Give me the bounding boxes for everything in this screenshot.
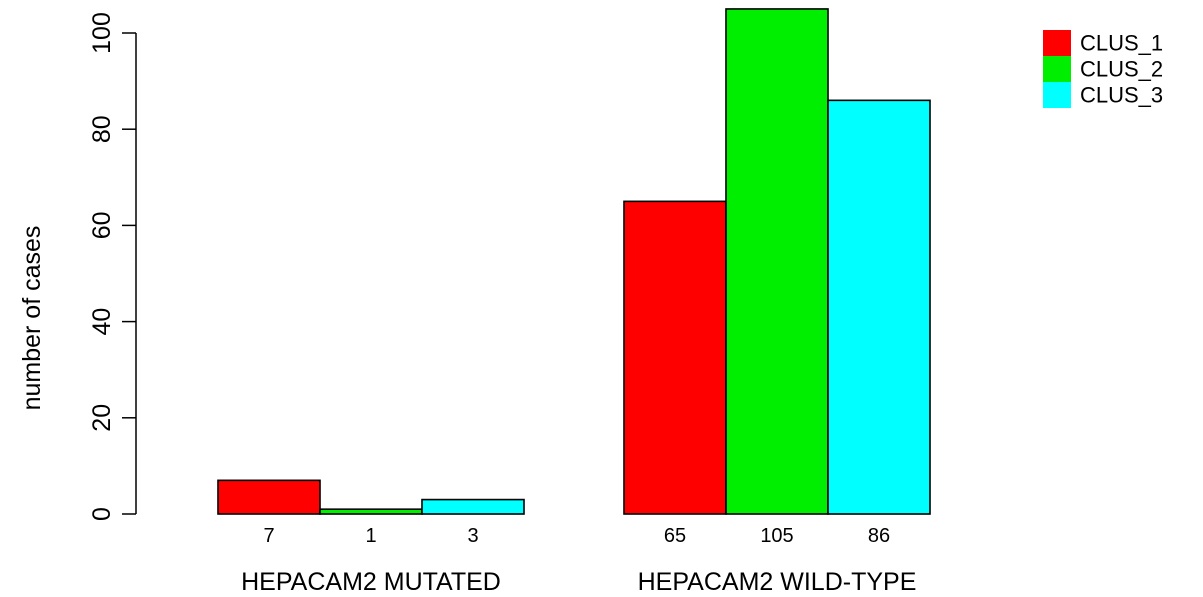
bar	[725, 8, 829, 515]
bar	[421, 498, 525, 515]
category-label: HEPACAM2 MUTATED	[241, 568, 501, 596]
y-tick-label: 80	[88, 115, 116, 143]
bar-value-label: 1	[365, 525, 376, 547]
bar	[319, 508, 423, 515]
bar-value-labels: 7 1 3 65 105 86	[263, 525, 890, 547]
category-labels: HEPACAM2 MUTATED HEPACAM2 WILD-TYPE	[241, 568, 916, 596]
legend-swatch	[1043, 82, 1071, 108]
bar-value-label: 105	[760, 525, 793, 547]
legend-label: CLUS_3	[1080, 83, 1163, 108]
bar-value-label: 86	[868, 525, 890, 547]
bar	[623, 200, 727, 515]
bar-value-label: 7	[263, 525, 274, 547]
y-tick-label: 0	[88, 507, 116, 521]
bars	[217, 8, 931, 515]
bar-value-label: 65	[664, 525, 686, 547]
y-tick-label: 20	[88, 404, 116, 432]
bar	[827, 99, 931, 515]
y-tick-label: 60	[88, 211, 116, 239]
legend-label: CLUS_2	[1080, 57, 1163, 82]
legend-label: CLUS_1	[1080, 31, 1163, 56]
y-tick-label: 40	[88, 308, 116, 336]
bar-value-label: 3	[467, 525, 478, 547]
y-axis: 0 20 40 60 80 100	[88, 12, 137, 521]
bar	[217, 479, 321, 515]
legend-swatch	[1043, 30, 1071, 56]
legend-swatch	[1043, 56, 1071, 82]
category-label: HEPACAM2 WILD-TYPE	[638, 568, 917, 596]
y-axis-label: number of cases	[18, 226, 46, 411]
y-tick-label: 100	[88, 12, 116, 54]
